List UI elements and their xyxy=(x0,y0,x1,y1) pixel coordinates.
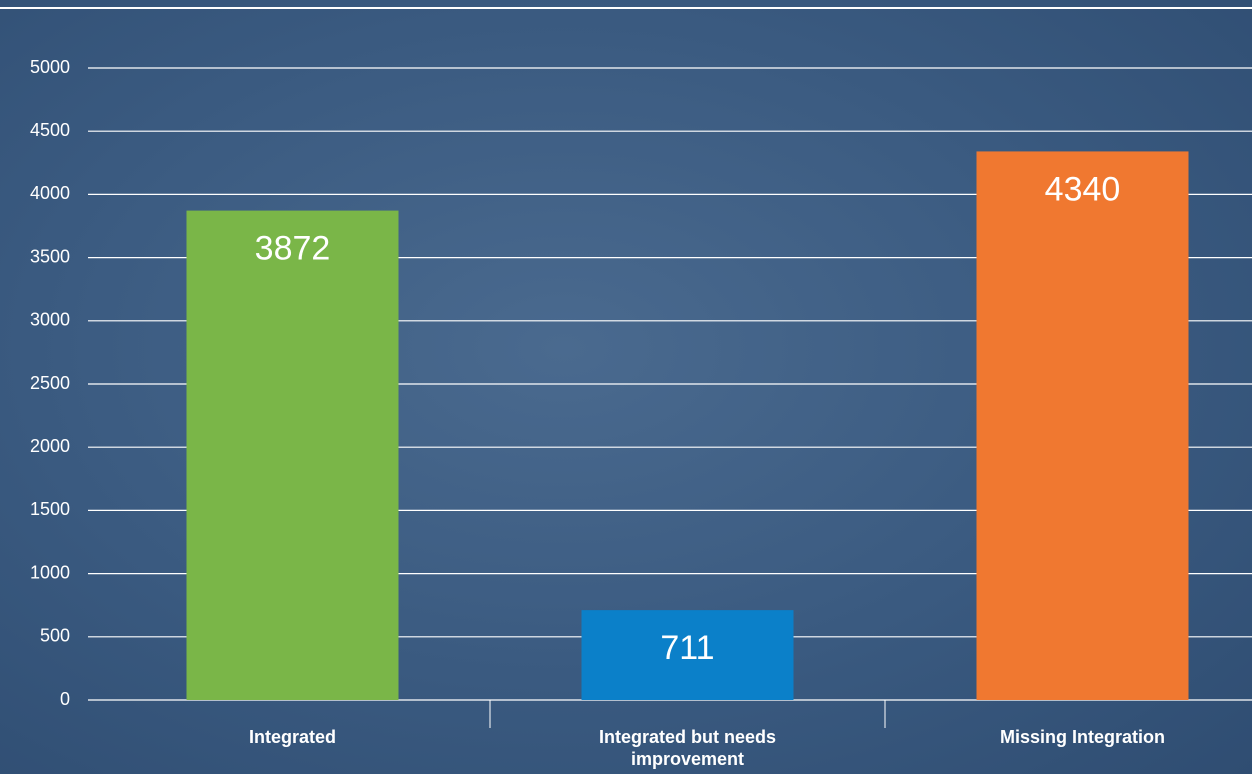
y-tick-label: 5000 xyxy=(30,57,70,77)
bar xyxy=(976,151,1189,700)
y-tick-label: 1000 xyxy=(30,562,70,582)
y-tick-label: 3000 xyxy=(30,310,70,330)
bar xyxy=(581,610,794,700)
x-tick-label: Integrated xyxy=(248,727,336,747)
value-label: 3872 xyxy=(255,230,331,268)
value-label: 4340 xyxy=(1045,170,1121,208)
y-tick-label: 3500 xyxy=(30,246,70,266)
y-tick-label: 1500 xyxy=(30,499,70,519)
y-tick-label: 2500 xyxy=(30,373,70,393)
y-tick-label: 4500 xyxy=(30,120,70,140)
y-tick-label: 4000 xyxy=(30,183,70,203)
y-tick-label: 2000 xyxy=(30,436,70,456)
x-tick-label: Missing Integration xyxy=(999,727,1165,747)
x-tick-label: Integrated but needs improvement xyxy=(598,727,777,769)
y-tick-label: 500 xyxy=(40,626,70,646)
bar xyxy=(186,210,399,700)
value-label: 711 xyxy=(660,629,714,667)
y-tick-label: 0 xyxy=(60,689,70,709)
